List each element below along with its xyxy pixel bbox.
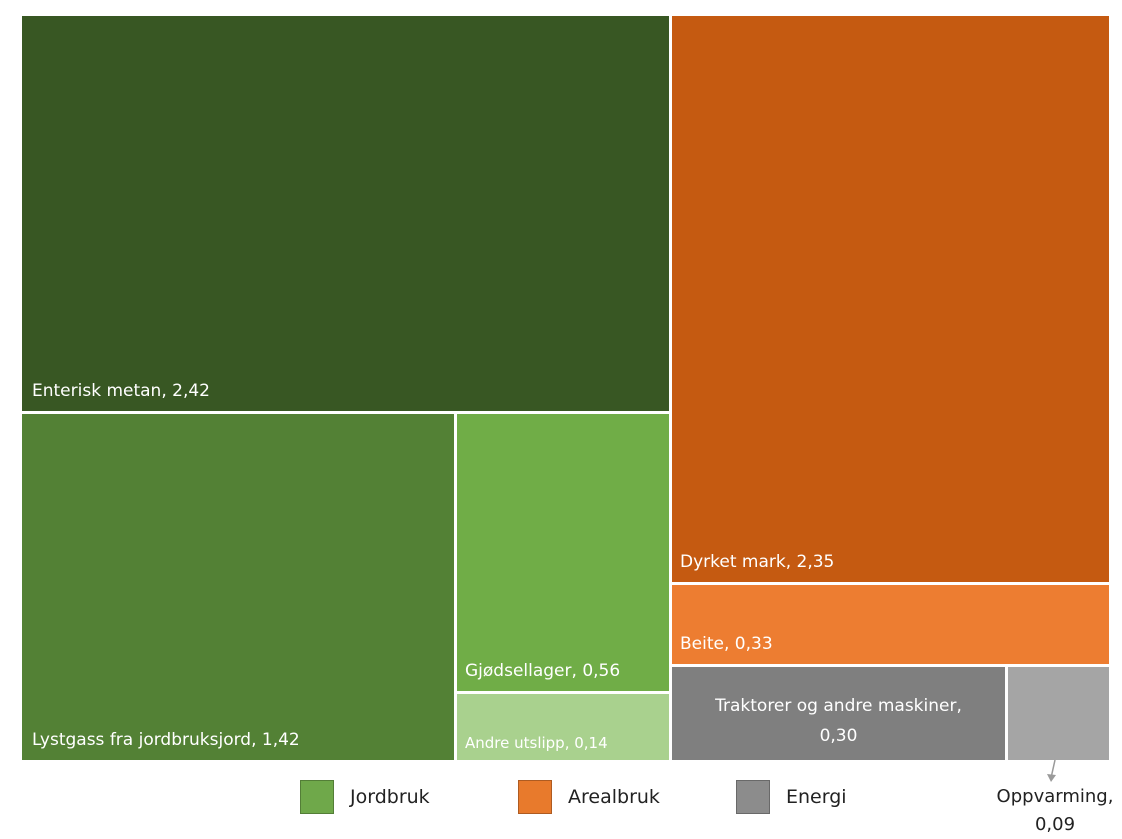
tile-label-beite: Beite, 0,33 (680, 634, 773, 654)
legend-label-arealbruk: Arealbruk (568, 786, 660, 808)
callout-label-oppvarming: Oppvarming, 0,09 (996, 786, 1114, 835)
legend-label-jordbruk: Jordbruk (350, 786, 430, 808)
tile-label-enterisk-metan: Enterisk metan, 2,42 (32, 381, 210, 401)
tile-traktorer-og-andre-maskiner: Traktorer og andre maskiner, 0,30 (672, 667, 1005, 760)
tile-label-dyrket-mark: Dyrket mark, 2,35 (680, 552, 835, 572)
chart-title-cropped (380, 0, 760, 6)
tile-label-andre-utslipp: Andre utslipp, 0,14 (465, 734, 608, 752)
tile-oppvarming (1008, 667, 1109, 760)
tile-andre-utslipp: Andre utslipp, 0,14 (457, 694, 669, 760)
tile-beite: Beite, 0,33 (672, 585, 1109, 664)
legend-item-arealbruk: Arealbruk (518, 780, 660, 814)
tile-label-lystgass-fra-jordbruksjord: Lystgass fra jordbruksjord, 1,42 (32, 730, 300, 750)
tile-lystgass-fra-jordbruksjord: Lystgass fra jordbruksjord, 1,42 (22, 414, 454, 760)
legend-item-energi: Energi (736, 780, 847, 814)
legend-swatch-energi (736, 780, 770, 814)
legend-swatch-jordbruk (300, 780, 334, 814)
legend-swatch-arealbruk (518, 780, 552, 814)
legend: Jordbruk Arealbruk Energi (0, 780, 1122, 820)
tile-label-traktorer-og-andre-maskiner: Traktorer og andre maskiner, 0,30 (715, 696, 962, 746)
legend-label-energi: Energi (786, 786, 847, 808)
tile-gjodsellager: Gjødsellager, 0,56 (457, 414, 669, 691)
tile-label-gjodsellager: Gjødsellager, 0,56 (465, 661, 621, 681)
tile-enterisk-metan: Enterisk metan, 2,42 (22, 16, 669, 411)
legend-item-jordbruk: Jordbruk (300, 780, 430, 814)
callout-arrow-icon (1047, 760, 1056, 782)
tile-dyrket-mark: Dyrket mark, 2,35 (672, 16, 1109, 582)
